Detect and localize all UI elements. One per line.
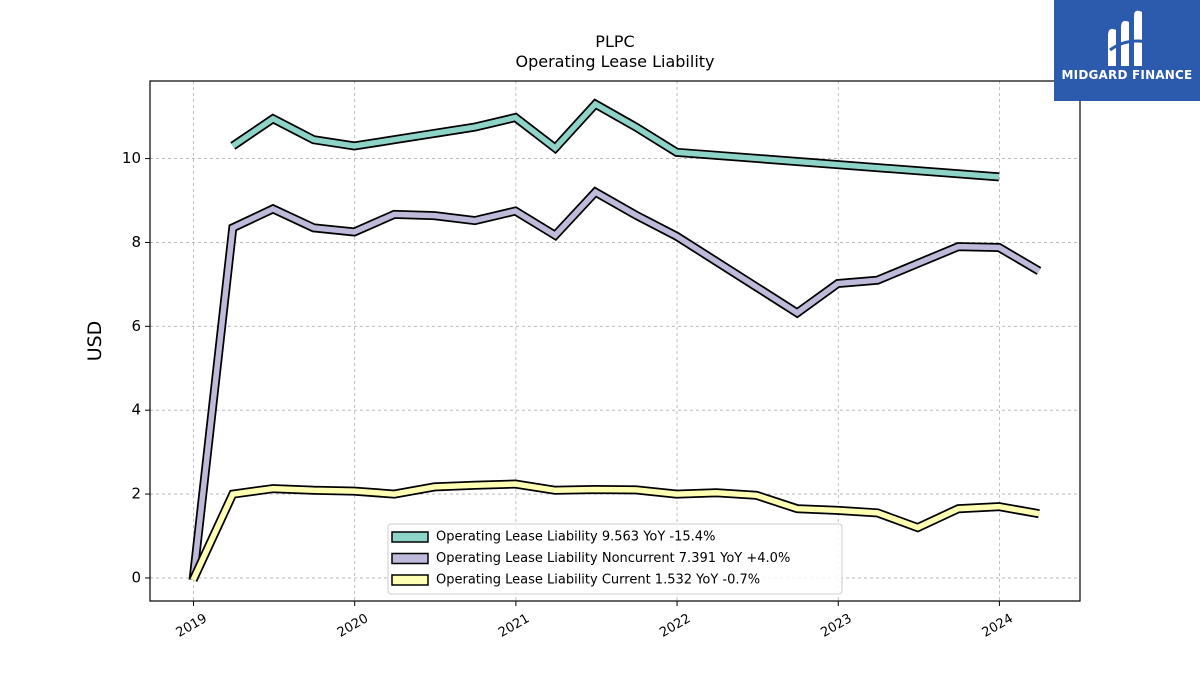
legend-box	[387, 523, 843, 595]
chart-title: PLPC	[595, 32, 634, 51]
legend-label-1: Operating Lease Liability 9.563 YoY -15.…	[436, 530, 715, 545]
x-tick-label: 2023	[818, 611, 854, 641]
series-lines	[188, 98, 1042, 582]
y-axis-label: USD	[84, 321, 106, 362]
legend: Operating Lease Liability 9.563 YoY -15.…	[387, 523, 843, 595]
series-line-3	[190, 481, 1040, 582]
legend-swatch-2	[391, 552, 429, 565]
x-tick-label: 2020	[335, 611, 371, 641]
y-tick-label: 2	[131, 485, 141, 503]
x-tick-label: 2022	[657, 611, 693, 641]
y-tick-label: 10	[122, 149, 141, 167]
series-line-2	[190, 188, 1041, 581]
x-tick-label: 2024	[980, 611, 1016, 641]
plot-frame	[149, 80, 1081, 602]
y-tick-label: 8	[131, 233, 141, 251]
y-tick-label: 0	[131, 568, 141, 586]
grid-lines	[150, 81, 1080, 601]
legend-label-2: Operating Lease Liability Noncurrent 7.3…	[436, 551, 790, 566]
y-tick-label: 4	[131, 401, 141, 419]
x-axis-ticks: 2019 2020 2021 2022 2023 2024	[174, 601, 1016, 641]
brand-logo: MIDGARD FINANCE	[1054, 0, 1200, 101]
chart-subtitle: Operating Lease Liability	[515, 52, 714, 71]
midgard-logo-icon	[1108, 10, 1149, 67]
legend-swatch-3	[391, 574, 429, 586]
y-axis-ticks: 0 2 4 6 8 10	[122, 149, 150, 586]
series-line-1	[231, 100, 1000, 180]
brand-name: MIDGARD FINANCE	[1061, 68, 1193, 82]
x-tick-label: 2021	[496, 611, 532, 641]
y-tick-label: 6	[131, 317, 141, 335]
legend-label-3: Operating Lease Liability Current 1.532 …	[436, 573, 760, 588]
x-tick-label: 2019	[174, 611, 210, 641]
legend-swatch-1	[391, 531, 429, 543]
